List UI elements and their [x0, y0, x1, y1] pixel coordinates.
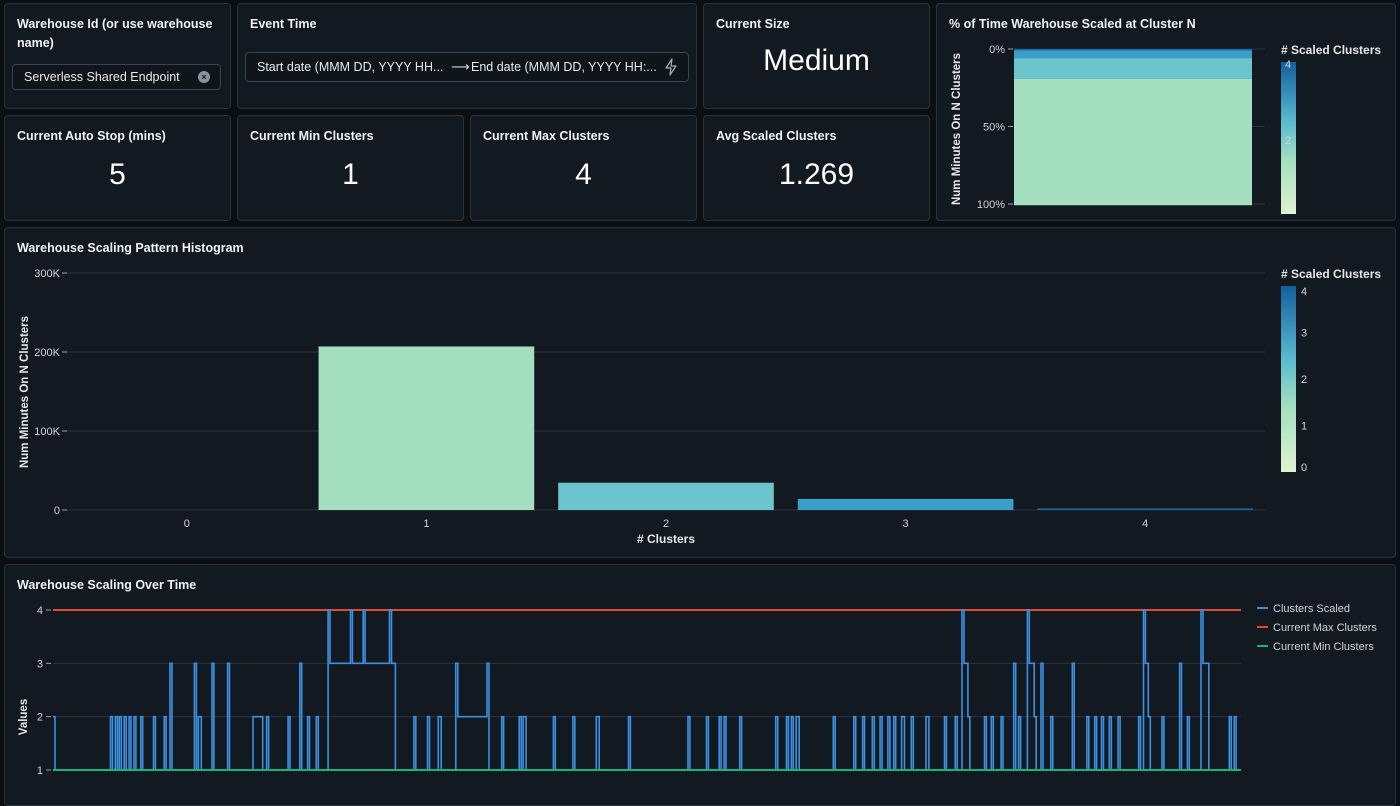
warehouse-filter-label: Warehouse Id (or use warehouse name)	[17, 17, 213, 50]
line-y-axis-label: Values	[18, 699, 30, 735]
line-legend-label[interactable]: Clusters Scaled	[1273, 603, 1350, 615]
histogram-title: Warehouse Scaling Pattern Histogram	[17, 241, 244, 255]
histogram-y-tick-label: 0	[54, 505, 60, 517]
histogram-legend-tick: 2	[1301, 374, 1307, 386]
clear-icon[interactable]: ×	[198, 71, 210, 83]
histogram-legend-title: # Scaled Clusters	[1281, 267, 1381, 281]
histogram-legend-tick: 4	[1301, 286, 1307, 298]
auto-stop-card: Current Auto Stop (mins) 5	[4, 115, 231, 221]
histogram-x-tick-label: 1	[423, 518, 429, 530]
max-clusters-value: 4	[575, 158, 592, 191]
percent-legend-title: # Scaled Clusters	[1281, 43, 1381, 57]
range-arrow-icon: ⟶	[451, 59, 470, 74]
histogram-y-tick-label: 100K	[34, 426, 60, 438]
histogram-x-tick-label: 4	[1142, 518, 1148, 530]
auto-stop-value: 5	[109, 158, 126, 191]
min-clusters-label: Current Min Clusters	[250, 129, 374, 143]
percent-legend-gradient	[1281, 62, 1296, 214]
clusters-scaled-line[interactable]	[53, 609, 1241, 771]
event-time-card: Event Time Start date (MMM DD, YYYY HH..…	[237, 3, 697, 109]
warehouse-select-value: Serverless Shared Endpoint	[24, 70, 180, 84]
current-size-value: Medium	[763, 44, 870, 77]
histogram-legend-gradient	[1281, 286, 1296, 472]
histogram-y-tick-label: 300K	[34, 268, 60, 280]
histogram-bar-3[interactable]	[797, 498, 1014, 510]
percent-tick-label: 0%	[989, 44, 1005, 56]
warehouse-filter-card: Warehouse Id (or use warehouse name) Ser…	[4, 3, 231, 109]
date-range-picker[interactable]: Start date (MMM DD, YYYY HH... ⟶ End dat…	[245, 52, 689, 82]
percent-chart-title: % of Time Warehouse Scaled at Cluster N	[949, 17, 1196, 31]
scaling-over-time-card: Warehouse Scaling Over Time Values 1 2 3 4 …	[4, 564, 1396, 806]
current-size-card: Current Size Medium	[703, 3, 930, 109]
histogram-x-tick-label: 3	[903, 518, 909, 530]
auto-stop-label: Current Auto Stop (mins)	[17, 129, 166, 143]
histogram-y-tick-label: 200K	[34, 347, 60, 359]
histogram-bar-4[interactable]	[1037, 508, 1254, 510]
percent-chart: Num Minutes On N Clusters 0% 50% 100% # Sc…	[951, 43, 1381, 214]
min-clusters-value: 1	[342, 158, 359, 191]
lightning-icon[interactable]	[664, 58, 678, 76]
percent-tick-label: 100%	[977, 199, 1005, 211]
start-date-input[interactable]: Start date (MMM DD, YYYY HH...	[257, 60, 444, 74]
histogram-x-tick-label: 0	[184, 518, 190, 530]
percent-time-card: % of Time Warehouse Scaled at Cluster N …	[936, 3, 1396, 221]
percent-bar-segment-1[interactable]	[1014, 78, 1252, 206]
percent-bar-segment-4[interactable]	[1014, 49, 1252, 51]
event-time-label: Event Time	[250, 17, 317, 31]
avg-scaled-label: Avg Scaled Clusters	[716, 129, 837, 143]
current-size-label: Current Size	[716, 17, 790, 31]
histogram-card: Warehouse Scaling Pattern Histogram Num …	[4, 227, 1396, 558]
histogram-chart: Num Minutes On N Clusters 0 100K 200K 300K 0…	[19, 267, 1381, 546]
line-y-tick-label: 2	[37, 712, 43, 724]
line-legend-label[interactable]: Current Min Clusters	[1273, 641, 1374, 653]
max-clusters-card: Current Max Clusters 4	[470, 115, 697, 221]
histogram-legend-tick: 3	[1301, 328, 1307, 340]
end-date-input[interactable]: End date (MMM DD, YYYY HH:...	[471, 60, 657, 74]
histogram-legend-tick: 1	[1301, 421, 1307, 433]
max-clusters-label: Current Max Clusters	[483, 129, 610, 143]
histogram-x-axis-label: # Clusters	[637, 532, 695, 546]
percent-legend-tick: 4	[1285, 59, 1291, 71]
avg-scaled-card: Avg Scaled Clusters 1.269	[703, 115, 930, 221]
percent-bar-segment-3[interactable]	[1014, 50, 1252, 59]
warehouse-select[interactable]: Serverless Shared Endpoint ×	[12, 64, 221, 90]
min-clusters-card: Current Min Clusters 1	[237, 115, 464, 221]
percent-legend-tick: 2	[1285, 135, 1291, 147]
histogram-legend-tick: 0	[1301, 462, 1307, 474]
line-y-tick-label: 1	[37, 765, 43, 777]
percent-tick-label: 50%	[983, 122, 1005, 134]
line-chart-title: Warehouse Scaling Over Time	[17, 578, 197, 592]
percent-bar-segment-2[interactable]	[1014, 58, 1252, 79]
line-y-tick-label: 4	[37, 605, 43, 617]
histogram-x-tick-label: 2	[663, 518, 669, 530]
histogram-y-axis-label: Num Minutes On N Clusters	[19, 316, 31, 468]
line-chart: Values 1 2 3 4 Clusters Scaled Current Max C…	[18, 603, 1377, 777]
line-legend-label[interactable]: Current Max Clusters	[1273, 622, 1377, 634]
avg-scaled-value: 1.269	[778, 158, 855, 191]
percent-y-axis-label: Num Minutes On N Clusters	[951, 53, 963, 205]
line-y-tick-label: 3	[37, 658, 43, 670]
histogram-bar-2[interactable]	[558, 482, 774, 510]
histogram-bar-1[interactable]	[318, 346, 535, 510]
